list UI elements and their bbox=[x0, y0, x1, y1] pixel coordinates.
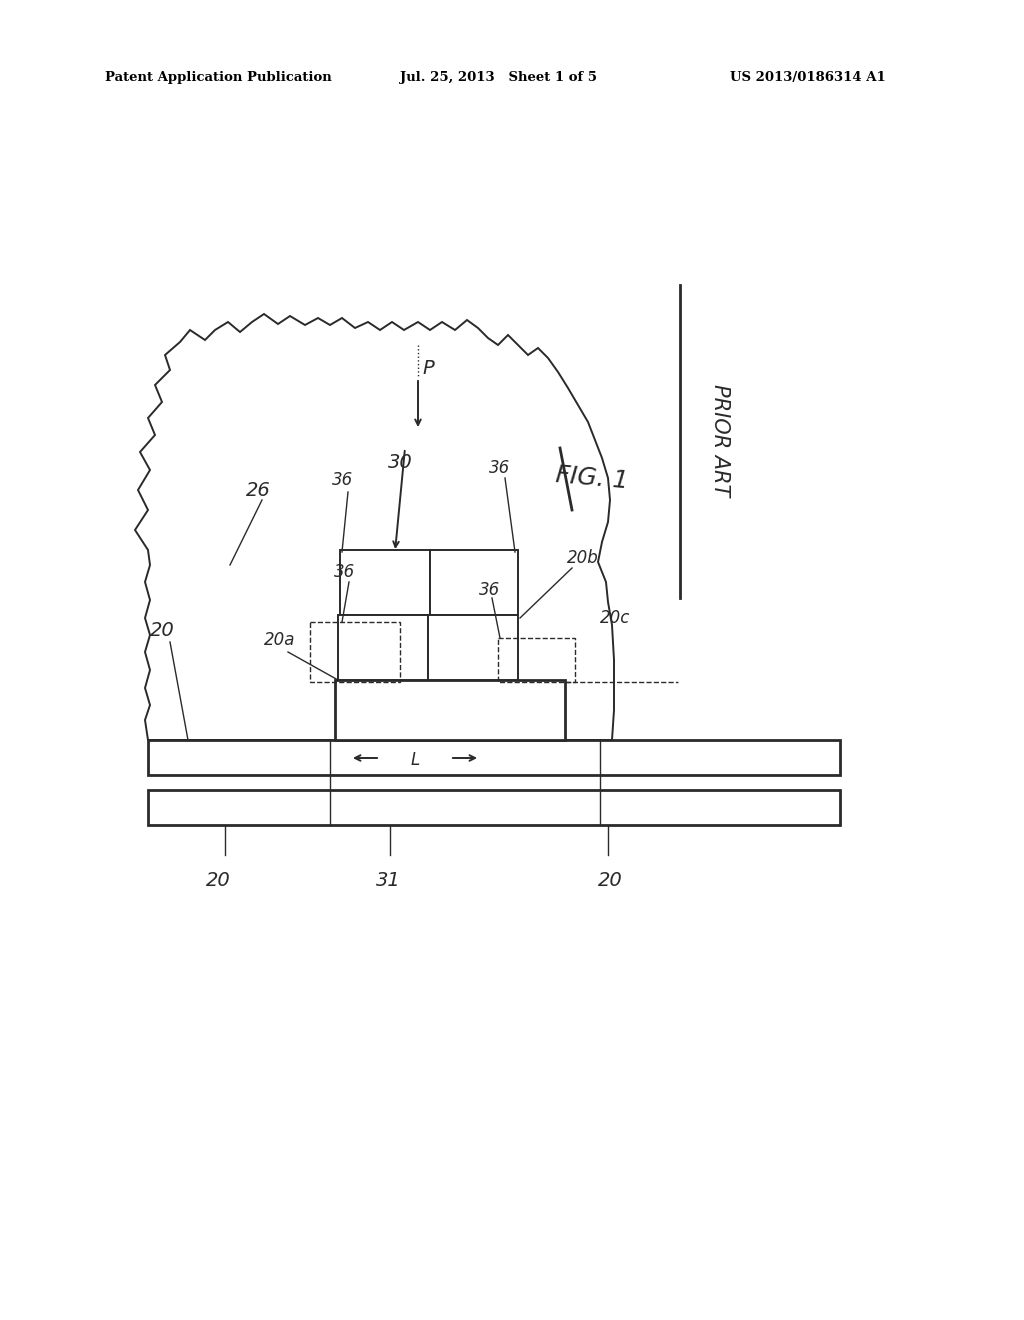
Text: 20: 20 bbox=[598, 870, 623, 890]
Text: 26: 26 bbox=[246, 480, 270, 499]
Text: 20b: 20b bbox=[567, 549, 599, 568]
Bar bbox=[428, 615, 518, 680]
Text: PRIOR ART: PRIOR ART bbox=[710, 384, 730, 496]
Text: P: P bbox=[422, 359, 434, 378]
Text: Jul. 25, 2013   Sheet 1 of 5: Jul. 25, 2013 Sheet 1 of 5 bbox=[400, 71, 597, 84]
Text: 20a: 20a bbox=[264, 631, 296, 649]
Bar bbox=[148, 741, 840, 775]
Text: L: L bbox=[411, 751, 420, 770]
Bar bbox=[310, 622, 400, 682]
Text: 36: 36 bbox=[335, 564, 355, 581]
Text: 20: 20 bbox=[206, 870, 230, 890]
Text: 36: 36 bbox=[333, 471, 353, 488]
Text: 30: 30 bbox=[388, 453, 413, 471]
Bar bbox=[148, 789, 840, 825]
Bar bbox=[430, 550, 518, 615]
Text: 20: 20 bbox=[150, 620, 174, 639]
Text: US 2013/0186314 A1: US 2013/0186314 A1 bbox=[730, 71, 886, 84]
Bar bbox=[338, 615, 428, 680]
Text: 31: 31 bbox=[376, 870, 400, 890]
Bar bbox=[498, 638, 575, 682]
Text: 36: 36 bbox=[489, 459, 511, 477]
Bar bbox=[340, 550, 430, 615]
Text: 20c: 20c bbox=[600, 609, 630, 627]
Text: FIG. 1: FIG. 1 bbox=[555, 463, 630, 494]
Text: Patent Application Publication: Patent Application Publication bbox=[105, 71, 332, 84]
Text: 36: 36 bbox=[479, 581, 501, 599]
Bar bbox=[335, 680, 565, 741]
